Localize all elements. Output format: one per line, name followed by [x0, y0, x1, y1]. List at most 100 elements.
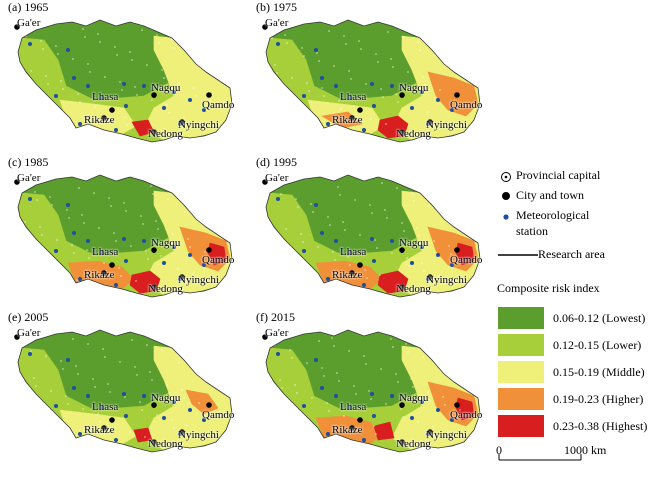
- texture-speck: [290, 263, 292, 265]
- texture-speck: [392, 66, 394, 68]
- meteorological-station-marker: [202, 263, 206, 267]
- legend-met-station-line2: station: [516, 224, 548, 238]
- texture-speck: [421, 262, 423, 264]
- texture-speck: [286, 42, 288, 44]
- texture-speck: [144, 436, 146, 438]
- texture-speck: [311, 117, 313, 119]
- meteorological-station-marker: [72, 231, 76, 235]
- legend-swatch: [498, 415, 544, 437]
- city-label-rikaze: Rikaze: [84, 424, 115, 436]
- texture-speck: [92, 378, 94, 380]
- risk-zone: [185, 389, 219, 415]
- city-label-nagqu: Nagqu: [399, 82, 429, 94]
- texture-speck: [438, 275, 440, 277]
- texture-speck: [406, 257, 408, 259]
- city-marker-qamdo: [454, 247, 460, 253]
- city-label-rikaze: Rikaze: [332, 114, 363, 126]
- texture-speck: [186, 424, 188, 426]
- meteorological-station-marker: [142, 84, 146, 88]
- texture-speck: [350, 78, 352, 80]
- texture-speck: [44, 261, 46, 263]
- texture-speck: [432, 426, 434, 428]
- panel-label: (d) 1995: [256, 155, 297, 169]
- meteorological-station-marker: [370, 392, 374, 396]
- texture-speck: [172, 233, 174, 235]
- texture-speck: [161, 349, 163, 351]
- texture-speck: [210, 100, 212, 102]
- texture-speck: [114, 46, 116, 48]
- texture-speck: [140, 215, 142, 217]
- texture-speck: [353, 385, 355, 387]
- meteorological-station-marker: [54, 404, 58, 408]
- texture-speck: [334, 259, 336, 261]
- research-area-outline: [265, 174, 481, 298]
- legend-class-label: 0.23-0.38 (Highest): [553, 419, 648, 433]
- texture-speck: [25, 415, 27, 417]
- meteorological-station-marker: [314, 203, 318, 207]
- scale-end: 1000 km: [564, 443, 607, 457]
- texture-speck: [321, 367, 323, 369]
- texture-speck: [338, 100, 340, 102]
- meteorological-station-marker: [28, 197, 32, 201]
- texture-speck: [439, 89, 441, 91]
- texture-speck: [163, 77, 165, 79]
- texture-speck: [102, 348, 104, 350]
- texture-speck: [302, 241, 304, 243]
- city-marker-nedong: [399, 439, 405, 445]
- texture-speck: [428, 205, 430, 207]
- texture-speck: [279, 99, 281, 101]
- city-town-icon: [502, 192, 510, 200]
- meteorological-station-marker: [420, 245, 424, 249]
- texture-speck: [109, 391, 111, 393]
- texture-speck: [110, 205, 112, 207]
- texture-speck: [151, 99, 153, 101]
- city-marker-nyingchi: [179, 274, 185, 280]
- panel-label: (e) 2005: [8, 310, 49, 324]
- texture-speck: [208, 372, 210, 374]
- city-label-gaer: Ga'er: [265, 17, 289, 29]
- texture-speck: [405, 343, 407, 345]
- meteorological-station-marker: [334, 394, 338, 398]
- texture-speck: [99, 41, 101, 43]
- texture-speck: [171, 39, 173, 41]
- texture-speck: [118, 267, 120, 269]
- texture-speck: [417, 41, 419, 43]
- texture-speck: [408, 265, 410, 267]
- texture-speck: [291, 357, 293, 359]
- texture-speck: [104, 356, 106, 358]
- meteorological-station-marker: [162, 261, 166, 265]
- city-label-lhasa: Lhasa: [92, 91, 119, 103]
- texture-speck: [92, 98, 94, 100]
- texture-speck: [39, 226, 41, 228]
- texture-speck: [359, 234, 361, 236]
- texture-speck: [166, 104, 168, 106]
- city-label-rikaze: Rikaze: [84, 114, 115, 126]
- texture-speck: [364, 269, 366, 271]
- meteorological-station-marker: [66, 203, 70, 207]
- meteorological-station-marker: [86, 84, 90, 88]
- texture-speck: [344, 229, 346, 231]
- meteorological-station-marker: [188, 253, 192, 257]
- city-marker-nyingchi: [427, 429, 433, 435]
- meteorological-station-marker: [390, 394, 394, 398]
- texture-speck: [65, 395, 67, 397]
- texture-speck: [103, 262, 105, 264]
- texture-speck: [308, 90, 310, 92]
- texture-speck: [60, 80, 62, 82]
- texture-speck: [30, 70, 32, 72]
- texture-speck: [98, 227, 100, 229]
- texture-speck: [77, 93, 79, 95]
- texture-speck: [160, 255, 162, 257]
- meteorological-station-marker: [314, 358, 318, 362]
- meteorological-station-marker: [202, 108, 206, 112]
- meteorological-station-marker: [114, 128, 118, 132]
- meteorological-station-marker: [162, 106, 166, 110]
- texture-speck: [381, 182, 383, 184]
- texture-speck: [370, 398, 372, 400]
- meteorological-station-marker: [172, 400, 176, 404]
- texture-speck: [33, 377, 35, 379]
- texture-speck: [135, 280, 137, 282]
- meteorological-station-marker: [72, 386, 76, 390]
- city-marker-qamdo: [206, 247, 212, 253]
- texture-speck: [210, 380, 212, 382]
